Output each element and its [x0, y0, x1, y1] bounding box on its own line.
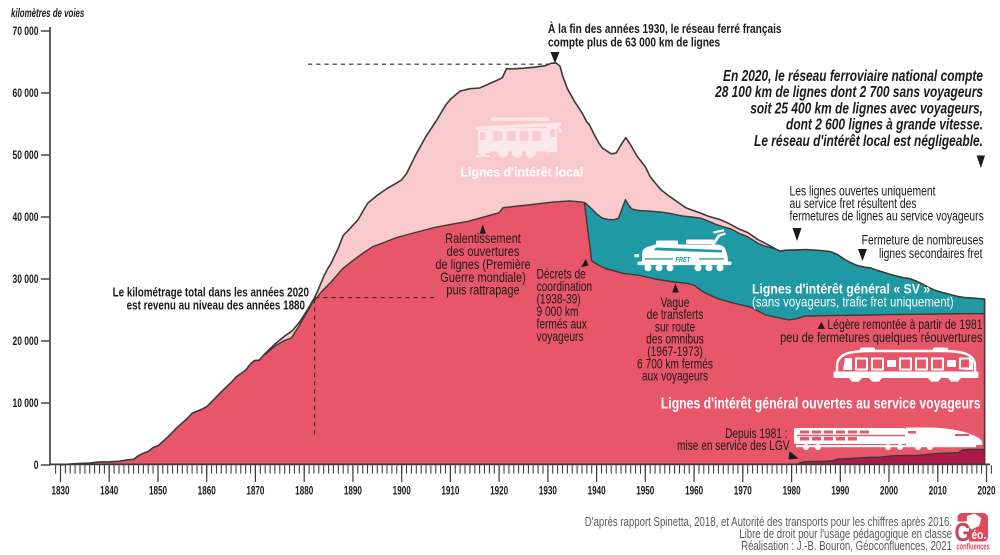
- svg-text:confluences: confluences: [957, 541, 991, 552]
- svg-text:puis rattrapage: puis rattrapage: [446, 283, 519, 298]
- svg-text:2020: 2020: [977, 485, 995, 498]
- svg-text:des ouvertures: des ouvertures: [447, 244, 520, 259]
- svg-text:sur route: sur route: [655, 319, 696, 335]
- svg-text:Le réseau d'intérêt local est: Le réseau d'intérêt local est négligeabl…: [754, 131, 983, 149]
- svg-text:1830: 1830: [51, 485, 69, 498]
- svg-text:6 700 km fermés: 6 700 km fermés: [637, 356, 713, 372]
- svg-text:fermés aux: fermés aux: [537, 316, 587, 332]
- svg-text:Décrets de: Décrets de: [537, 266, 587, 282]
- svg-text:dont 2 600 lignes à grande vit: dont 2 600 lignes à grande vitesse.: [786, 115, 983, 133]
- svg-text:Libre de droit pour l'usage pé: Libre de droit pour l'usage pédagogique …: [739, 528, 952, 542]
- svg-text:Lignes d'intérêt général ouver: Lignes d'intérêt général ouvertes au ser…: [661, 394, 981, 412]
- svg-text:des omnibus: des omnibus: [646, 331, 704, 347]
- svg-text:1860: 1860: [198, 485, 216, 498]
- svg-text:1990: 1990: [831, 485, 849, 498]
- svg-text:2010: 2010: [929, 485, 947, 498]
- svg-text:Ralentissement: Ralentissement: [445, 231, 521, 246]
- svg-text:FRET: FRET: [676, 256, 692, 264]
- svg-text:1890: 1890: [344, 485, 362, 498]
- svg-text:aux voyageurs: aux voyageurs: [642, 368, 708, 384]
- svg-text:est revenu au niveau des année: est revenu au niveau des années 1880: [127, 299, 305, 312]
- svg-text:1840: 1840: [100, 485, 118, 498]
- svg-text:de transferts: de transferts: [647, 307, 704, 323]
- svg-text:Lignes d'intérêt local: Lignes d'intérêt local: [461, 165, 584, 179]
- svg-text:1980: 1980: [783, 485, 801, 498]
- svg-text:1880: 1880: [295, 485, 313, 498]
- svg-text:Vague: Vague: [661, 294, 690, 310]
- svg-text:2000: 2000: [880, 485, 898, 498]
- svg-text:G: G: [955, 518, 972, 548]
- svg-text:1910: 1910: [441, 485, 459, 498]
- svg-text:50 000: 50 000: [12, 150, 38, 163]
- svg-text:1870: 1870: [246, 485, 264, 498]
- svg-text:1900: 1900: [393, 485, 411, 498]
- svg-text:20 000: 20 000: [12, 336, 38, 349]
- svg-text:voyageurs: voyageurs: [537, 329, 584, 345]
- svg-text:Fermeture de nombreuses: Fermeture de nombreuses: [862, 232, 984, 248]
- svg-text:de lignes (Première: de lignes (Première: [435, 257, 530, 272]
- svg-text:éo.: éo.: [972, 528, 987, 542]
- svg-text:(1967-1973): (1967-1973): [647, 344, 703, 360]
- svg-text:1970: 1970: [734, 485, 752, 498]
- svg-text:Réalisation : J.-B. Bouron, Gé: Réalisation : J.-B. Bouron, Géoconfluenc…: [741, 540, 952, 554]
- svg-text:1940: 1940: [588, 485, 606, 498]
- svg-text:9 000 km: 9 000 km: [537, 304, 579, 320]
- svg-text:À la fin des années 1930, le r: À la fin des années 1930, le réseau ferr…: [548, 22, 782, 36]
- svg-text:Les lignes ouvertes uniquement: Les lignes ouvertes uniquement: [790, 183, 937, 199]
- svg-text:1930: 1930: [539, 485, 557, 498]
- svg-text:Depuis 1981 :: Depuis 1981 :: [725, 426, 787, 442]
- svg-text:1850: 1850: [149, 485, 167, 498]
- svg-text:(sans voyageurs, trafic fret u: (sans voyageurs, trafic fret uniquement): [752, 294, 954, 309]
- svg-text:1950: 1950: [636, 485, 654, 498]
- svg-text:1920: 1920: [490, 485, 508, 498]
- svg-text:Légère remontée à partir de 19: Légère remontée à partir de 1981: [827, 316, 982, 332]
- svg-text:au service fret résultent des: au service fret résultent des: [790, 195, 917, 211]
- svg-text:60 000: 60 000: [12, 88, 38, 101]
- svg-text:peu de fermetures quelques réo: peu de fermetures quelques réouvertures: [780, 330, 982, 345]
- svg-text:30 000: 30 000: [12, 274, 38, 287]
- svg-text:70 000: 70 000: [12, 26, 38, 39]
- svg-text:Le kilométrage total dans les: Le kilométrage total dans les années 202…: [113, 286, 309, 299]
- svg-text:28 100 km de lignes dont 2 700: 28 100 km de lignes dont 2 700 sans voya…: [714, 83, 983, 101]
- svg-text:kilomètres de voies: kilomètres de voies: [11, 8, 85, 21]
- svg-text:coordination: coordination: [537, 279, 593, 295]
- svg-text:(1938-39): (1938-39): [537, 291, 581, 307]
- svg-text:En 2020, le réseau ferroviaire: En 2020, le réseau ferroviaire national …: [723, 66, 983, 84]
- svg-text:40 000: 40 000: [12, 212, 38, 225]
- svg-text:mise en service des LGV: mise en service des LGV: [677, 437, 789, 453]
- svg-text:1960: 1960: [685, 485, 703, 498]
- svg-text:soit 25 400 km de lignes avec: soit 25 400 km de lignes avec voyageurs,: [750, 99, 983, 117]
- svg-text:compte plus de 63 000 km de li: compte plus de 63 000 km de lignes: [548, 35, 720, 49]
- svg-text:D'après rapport Spinetta, 2018: D'après rapport Spinetta, 2018, et Autor…: [585, 516, 952, 530]
- svg-text:lignes secondaires fret: lignes secondaires fret: [879, 245, 983, 261]
- svg-text:Guerre mondiale): Guerre mondiale): [440, 270, 525, 285]
- svg-text:Lignes d'intérêt général « SV: Lignes d'intérêt général « SV »: [752, 281, 930, 297]
- svg-text:fermetures de lignes au servic: fermetures de lignes au service voyageur…: [790, 208, 984, 224]
- svg-text:10 000: 10 000: [12, 398, 38, 411]
- svg-text:0: 0: [34, 460, 39, 473]
